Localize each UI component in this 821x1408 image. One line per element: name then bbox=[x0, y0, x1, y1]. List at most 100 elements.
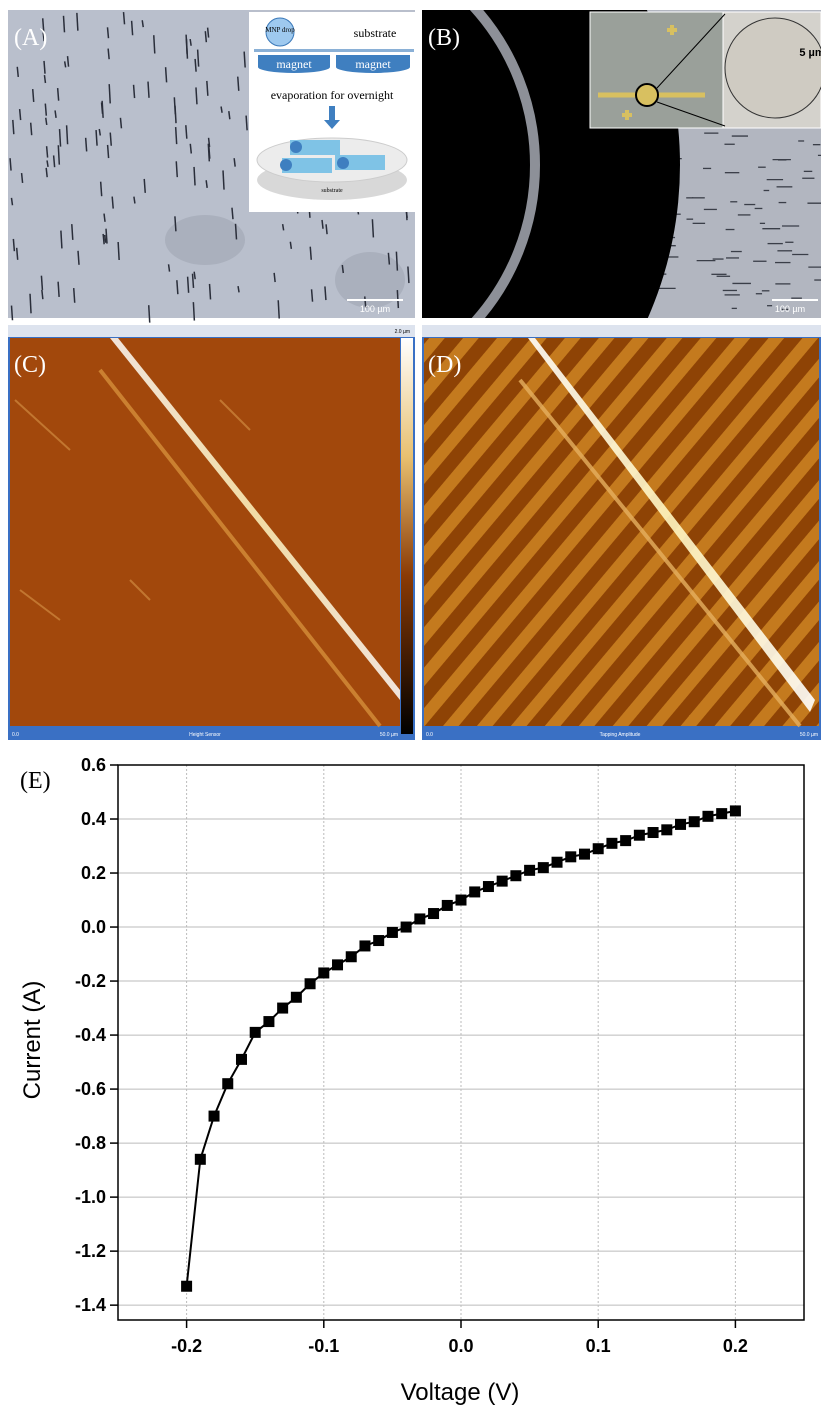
chain bbox=[103, 234, 107, 243]
chain bbox=[103, 213, 106, 222]
marker bbox=[304, 978, 316, 990]
marker bbox=[318, 967, 330, 979]
chain bbox=[45, 146, 49, 158]
chain bbox=[9, 158, 12, 171]
chain bbox=[43, 60, 46, 74]
marker bbox=[661, 824, 673, 836]
film bbox=[290, 140, 340, 155]
chain bbox=[289, 241, 293, 250]
chain bbox=[77, 250, 80, 265]
y-tick-label: -0.4 bbox=[75, 1025, 106, 1045]
chain bbox=[245, 115, 248, 131]
chain bbox=[109, 132, 113, 146]
wire bbox=[518, 378, 802, 728]
chain bbox=[60, 230, 63, 249]
chain bbox=[29, 122, 33, 136]
chain bbox=[237, 285, 240, 293]
chain bbox=[66, 56, 70, 67]
marker bbox=[592, 843, 604, 855]
x-axis-label: Voltage (V) bbox=[401, 1379, 520, 1406]
chain bbox=[106, 144, 110, 159]
marker bbox=[633, 829, 645, 841]
chain bbox=[105, 228, 108, 244]
chain bbox=[16, 66, 20, 77]
y-axis-label: Current (A) bbox=[19, 981, 46, 1100]
chain bbox=[407, 266, 410, 284]
chain bbox=[31, 88, 35, 103]
axis-end: 50.0 µm bbox=[800, 732, 818, 738]
marker bbox=[606, 837, 618, 849]
chain bbox=[62, 15, 66, 33]
y-tick-label: 0.4 bbox=[81, 809, 106, 829]
marker bbox=[263, 1016, 275, 1028]
chain bbox=[54, 110, 57, 118]
y-tick-label: -1.0 bbox=[75, 1187, 106, 1207]
axis-end: 50.0 µm bbox=[380, 732, 398, 738]
chain bbox=[193, 271, 196, 280]
height-map bbox=[10, 338, 400, 726]
chain bbox=[119, 117, 123, 129]
y-tick-label: 0.0 bbox=[81, 917, 106, 937]
marker bbox=[482, 881, 494, 893]
chain bbox=[57, 281, 60, 298]
chain bbox=[341, 264, 345, 274]
chain bbox=[310, 289, 314, 302]
marker bbox=[469, 886, 481, 898]
marker bbox=[455, 894, 467, 906]
chain bbox=[108, 84, 111, 104]
chain bbox=[107, 48, 110, 60]
y-tick-label: -0.6 bbox=[75, 1079, 106, 1099]
channel: Height Sensor bbox=[189, 732, 221, 738]
chain bbox=[205, 180, 208, 188]
zoom-disk bbox=[724, 17, 821, 119]
chain bbox=[175, 161, 179, 178]
marker bbox=[716, 808, 728, 820]
chain bbox=[185, 125, 188, 139]
colorbar bbox=[401, 338, 413, 734]
plot-frame bbox=[117, 764, 805, 1321]
chain bbox=[12, 119, 15, 135]
chain bbox=[321, 219, 324, 229]
x-tick-label: 0.2 bbox=[723, 1336, 748, 1356]
chain bbox=[193, 166, 196, 186]
chain bbox=[56, 88, 60, 101]
chain bbox=[43, 75, 47, 84]
panel-a: (A) MNP drop substrate magnet magnet eva… bbox=[8, 10, 415, 323]
chain bbox=[46, 160, 49, 167]
chain bbox=[220, 106, 223, 113]
marker bbox=[524, 864, 536, 876]
chain bbox=[167, 264, 171, 272]
marker bbox=[647, 827, 659, 839]
chain bbox=[45, 167, 48, 178]
y-tick-label: -0.8 bbox=[75, 1133, 106, 1153]
chain bbox=[40, 275, 44, 290]
chain bbox=[174, 126, 178, 145]
drop bbox=[265, 17, 295, 47]
chain bbox=[111, 196, 114, 209]
chain bbox=[371, 219, 375, 238]
panel-c: 2.0 µm 0.0 Height Sensor 50.0 µm (C) bbox=[8, 325, 415, 740]
chain bbox=[143, 178, 146, 193]
marker bbox=[208, 1110, 220, 1122]
marker bbox=[235, 1053, 247, 1065]
chain bbox=[204, 31, 208, 43]
marker bbox=[181, 1280, 193, 1292]
chain bbox=[63, 61, 67, 68]
chain bbox=[45, 117, 48, 126]
x-tick-label: 0.0 bbox=[448, 1336, 473, 1356]
chain bbox=[15, 247, 19, 260]
chain bbox=[186, 276, 190, 293]
chain bbox=[325, 224, 328, 235]
chain bbox=[42, 32, 45, 42]
chain bbox=[174, 216, 177, 232]
marker bbox=[729, 805, 741, 817]
marker bbox=[290, 991, 302, 1003]
chain bbox=[206, 27, 210, 38]
chain bbox=[273, 272, 276, 283]
chain bbox=[147, 81, 150, 98]
chain bbox=[185, 34, 188, 55]
dot bbox=[337, 157, 349, 169]
inset-text: MNP drop bbox=[265, 26, 295, 34]
inset-text: magnet bbox=[355, 57, 391, 71]
